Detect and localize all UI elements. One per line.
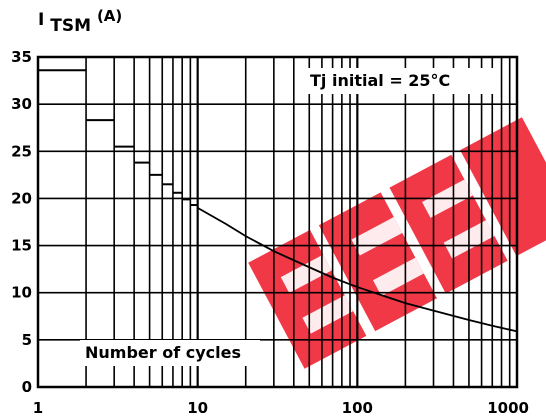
surge-curve — [197, 207, 518, 333]
watermark-cut — [373, 257, 424, 297]
y-tick-label: 20 — [11, 189, 32, 207]
grid — [38, 57, 517, 387]
x-tick-label: 1000 — [487, 399, 529, 417]
x-tick-label: 100 — [342, 399, 373, 417]
y-tick-label: 10 — [11, 284, 32, 302]
plot-frame — [36, 55, 519, 389]
y-tick-labels: 0 5 10 15 20 25 30 35 — [11, 48, 32, 396]
x-tick-label: 1 — [33, 399, 43, 417]
condition-label-background — [304, 68, 494, 94]
y-axis-label-main: I — [38, 10, 44, 30]
watermark-block — [389, 154, 508, 294]
y-axis-label: I TSM (A) — [38, 7, 122, 36]
x-tick-label: 10 — [187, 399, 208, 417]
x-annotation-background — [80, 340, 260, 366]
watermark-block — [248, 229, 367, 369]
y-tick-label: 0 — [22, 378, 32, 396]
y-tick-label: 30 — [11, 95, 32, 113]
x-annotation: Number of cycles — [85, 343, 241, 362]
y-axis-label-sub: TSM — [50, 16, 91, 36]
watermark-block — [318, 192, 437, 332]
y-tick-label: 25 — [11, 142, 32, 160]
condition-label: Tj initial = 25°C — [310, 71, 450, 90]
y-tick-label: 35 — [11, 48, 32, 66]
surge-current-series — [38, 69, 518, 333]
x-tick-labels: 1 10 100 1000 — [33, 399, 529, 417]
y-axis-label-unit: (A) — [97, 7, 122, 25]
y-tick-label: 5 — [22, 331, 32, 349]
y-tick-label: 15 — [11, 237, 32, 255]
watermark-cut — [302, 295, 354, 334]
